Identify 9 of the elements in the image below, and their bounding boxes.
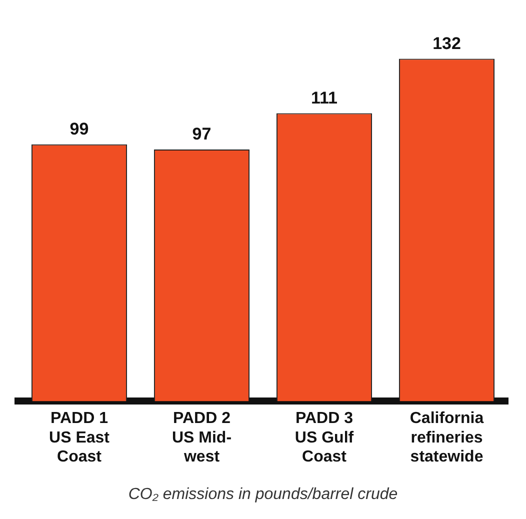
x-tick-label: PADD 2 US Mid- west: [172, 410, 232, 466]
data-label: 111: [311, 88, 338, 108]
data-label: 97: [192, 124, 212, 144]
data-label: 99: [70, 120, 89, 139]
x-tick-label: PADD 3 US Gulf Coast: [294, 410, 354, 466]
x-tick-label: PADD 1 US East Coast: [49, 410, 110, 466]
x-axis-title: CO₂ emissions in pounds/barrel crude: [128, 486, 398, 503]
data-label: 132: [432, 34, 461, 53]
x-tick-label: California refineries statewide: [410, 410, 484, 466]
